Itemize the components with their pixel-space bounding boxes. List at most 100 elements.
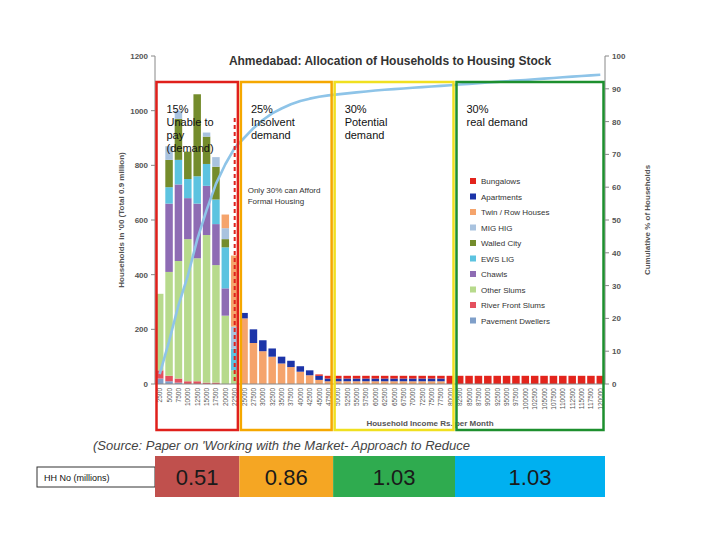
- y-tick-label: 1200: [130, 52, 148, 61]
- x-tick-label: 17500: [212, 388, 219, 406]
- legend-label: Walled City: [481, 239, 521, 248]
- x-tick-label: 95000: [503, 388, 510, 406]
- x-tick-label: 92500: [494, 388, 501, 406]
- legend-marker: [470, 302, 476, 308]
- y2-tick: [605, 154, 609, 155]
- bar: [203, 132, 211, 133]
- bar: [175, 379, 183, 383]
- x-tick-label: 72500: [419, 388, 426, 406]
- y2-tick-label: 90: [612, 85, 621, 94]
- y2-tick-label: 20: [612, 314, 621, 323]
- legend-label: River Front Slums: [481, 301, 545, 310]
- bar: [522, 376, 530, 384]
- y2-tick: [605, 351, 609, 352]
- title: Ahmedabad: Allocation of Households to H…: [229, 54, 552, 68]
- bar: [193, 94, 201, 95]
- legend-marker: [470, 256, 476, 262]
- y2-tick: [605, 285, 609, 286]
- bar: [212, 200, 220, 225]
- table-value: 0.51: [176, 465, 219, 490]
- table-value: 0.86: [265, 465, 308, 490]
- x-tick-label: 32500: [269, 388, 276, 406]
- bar: [259, 340, 267, 351]
- x-tick-label: 20000: [222, 388, 229, 406]
- y-axis-title: Households in '00 (Total 0.9 million): [117, 152, 126, 288]
- bar: [268, 348, 276, 356]
- bar: [212, 265, 220, 383]
- range-box-text: 15%: [167, 103, 189, 115]
- bar: [362, 376, 370, 379]
- bar: [193, 94, 201, 95]
- bar: [362, 379, 370, 382]
- bar: [306, 370, 314, 371]
- y2-tick: [605, 56, 609, 57]
- afford-line: [234, 118, 236, 384]
- x-tick-label: 107500: [550, 388, 557, 410]
- legend-marker: [470, 209, 476, 215]
- bar: [400, 379, 408, 382]
- bar: [212, 224, 220, 265]
- bar: [278, 364, 286, 385]
- afford-text: Formal Housing: [248, 197, 304, 206]
- range-box-text: 30%: [345, 103, 367, 115]
- y2-tick: [605, 318, 609, 319]
- x-tick-label: 112500: [569, 388, 576, 410]
- bar: [203, 132, 211, 133]
- y2-tick-label: 30: [612, 282, 621, 291]
- x-tick-label: 5000: [166, 388, 173, 403]
- legend-label: Other Slums: [481, 286, 525, 295]
- x-tick-label: 90000: [484, 388, 491, 406]
- bar: [287, 360, 295, 361]
- x-tick-label: 15000: [203, 388, 210, 406]
- table-label-box: [37, 467, 155, 487]
- lines: [160, 75, 601, 374]
- bar: [409, 379, 417, 382]
- y2-tick: [605, 121, 609, 122]
- y-tick-label: 200: [135, 325, 149, 334]
- y2-tick: [605, 187, 609, 188]
- y2-tick-label: 0: [612, 380, 617, 389]
- bar: [222, 215, 230, 229]
- bar: [184, 179, 192, 198]
- x-tick-label: 97500: [512, 388, 519, 406]
- x-tick-label: 57500: [362, 388, 369, 406]
- legend-marker: [470, 287, 476, 293]
- bar: [315, 380, 323, 384]
- y-tick-label: 1000: [130, 107, 148, 116]
- bar: [184, 198, 192, 239]
- bar: [531, 376, 539, 384]
- x-tick-label: 100000: [522, 388, 529, 410]
- range-box-text: demand: [345, 129, 385, 141]
- bar: [418, 379, 426, 382]
- bar: [297, 372, 305, 384]
- range-box-text: Potential: [345, 116, 388, 128]
- x-axis-line: [155, 384, 605, 385]
- y2-tick-label: 60: [612, 183, 621, 192]
- bar: [193, 258, 201, 381]
- bar: [212, 157, 220, 158]
- x-tick-label: 67500: [400, 388, 407, 406]
- y2-tick-label: 40: [612, 249, 621, 258]
- x-tick-label: 110000: [559, 388, 566, 410]
- bar: [250, 329, 258, 343]
- bar: [465, 376, 473, 384]
- table-cell: [155, 456, 239, 497]
- bar: [222, 288, 230, 315]
- x-tick-label: 42500: [306, 388, 313, 406]
- bar: [212, 157, 220, 158]
- legend-marker: [470, 178, 476, 184]
- bar: [184, 239, 192, 381]
- range-box-text: (demand): [167, 142, 214, 154]
- table-value: 1.03: [509, 465, 552, 490]
- legend-label: Apartments: [481, 193, 522, 202]
- bar: [250, 343, 258, 384]
- bar: [353, 379, 361, 382]
- x-tick-label: 12500: [194, 388, 201, 406]
- y-tick-label: 600: [135, 216, 149, 225]
- legend-label: Pavement Dwellers: [481, 317, 550, 326]
- x-tick-label: 70000: [409, 388, 416, 406]
- bar: [165, 160, 173, 187]
- legend-label: Chawls: [481, 270, 507, 279]
- y2-tick-label: 100: [612, 52, 626, 61]
- bar: [193, 94, 201, 95]
